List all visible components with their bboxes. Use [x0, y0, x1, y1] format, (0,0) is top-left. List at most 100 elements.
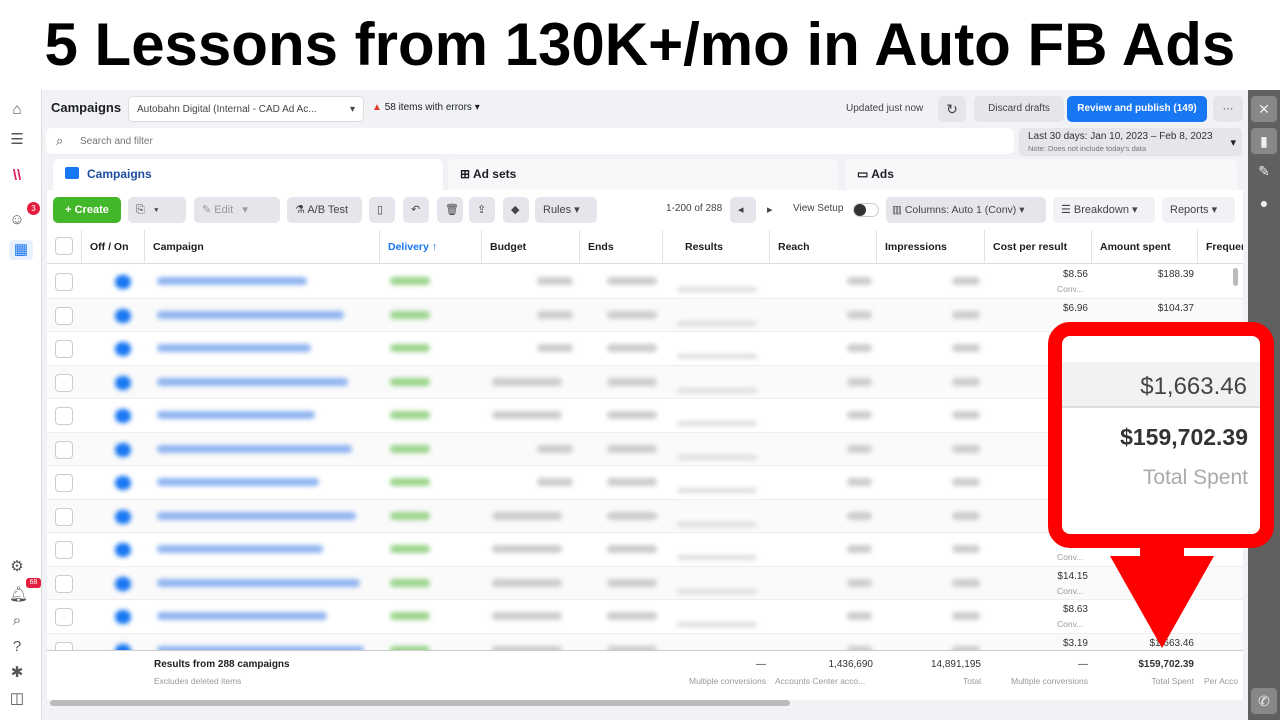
column-header[interactable]: Frequer: [1198, 230, 1243, 264]
export-icon[interactable]: ⇪: [469, 197, 495, 223]
on-off-toggle[interactable]: [115, 308, 131, 323]
ab-test-button[interactable]: ⚗ A/B Test: [287, 197, 362, 223]
more-options-button[interactable]: ···: [1213, 96, 1243, 122]
settings-icon[interactable]: ⚙: [10, 558, 24, 575]
row-checkbox[interactable]: [55, 541, 73, 559]
campaign-name[interactable]: [157, 411, 315, 419]
table-row[interactable]: $14.15 Conv...: [47, 566, 1243, 600]
chart-icon[interactable]: ▮: [1251, 128, 1277, 154]
bell-icon[interactable]: 🔔︎: [9, 586, 29, 603]
campaign-name[interactable]: [157, 310, 344, 319]
on-off-toggle[interactable]: [115, 275, 131, 289]
row-checkbox[interactable]: [55, 407, 73, 425]
row-checkbox[interactable]: [55, 306, 73, 325]
table-row[interactable]: $8.63 Conv...: [47, 600, 1243, 634]
tab-ad-sets[interactable]: ⊞ Ad sets: [448, 159, 838, 191]
row-checkbox[interactable]: [55, 440, 73, 459]
discard-drafts-button[interactable]: Discard drafts: [974, 96, 1064, 122]
errors-dropdown[interactable]: ▲ 58 items with errors ▾: [372, 102, 480, 113]
date-range-picker[interactable]: Last 30 days: Jan 10, 2023 – Feb 8, 2023…: [1019, 128, 1242, 156]
campaign-name[interactable]: [157, 344, 311, 352]
create-button[interactable]: + Create: [53, 197, 121, 223]
table-row[interactable]: Conv...: [47, 533, 1243, 567]
bug-icon[interactable]: ✱: [10, 664, 24, 681]
table-row[interactable]: [47, 499, 1243, 533]
column-header[interactable]: Delivery ↑: [380, 230, 482, 264]
account-icon[interactable]: ☺: [9, 211, 25, 228]
reports-button[interactable]: Reports ▾: [1162, 197, 1235, 223]
row-checkbox[interactable]: [55, 273, 73, 291]
column-header[interactable]: Cost per result: [985, 230, 1092, 264]
table-row[interactable]: [47, 365, 1243, 399]
on-off-toggle[interactable]: [115, 610, 131, 624]
table-row[interactable]: $6.96 $104.37: [47, 298, 1243, 332]
campaign-name[interactable]: [157, 444, 352, 453]
refresh-button[interactable]: ↻: [938, 96, 966, 122]
campaign-name[interactable]: [157, 511, 356, 520]
campaign-name[interactable]: [157, 645, 364, 654]
help-icon[interactable]: ?: [12, 638, 22, 655]
column-header[interactable]: Amount spent: [1092, 230, 1198, 264]
row-checkbox[interactable]: [55, 507, 73, 526]
search-bar[interactable]: ⌕: [46, 128, 1014, 154]
row-checkbox[interactable]: [55, 474, 73, 492]
ads-manager-table-icon[interactable]: ▦: [9, 240, 33, 260]
prev-page-button[interactable]: ◂: [730, 197, 756, 223]
on-off-toggle[interactable]: [115, 409, 131, 423]
on-off-toggle[interactable]: [115, 576, 131, 591]
column-header[interactable]: Impressions: [877, 230, 985, 264]
menu-icon[interactable]: ☰: [10, 131, 24, 148]
brand-logo-icon[interactable]: \\: [12, 167, 22, 184]
tab-campaigns[interactable]: Campaigns: [53, 159, 443, 191]
campaign-name[interactable]: [157, 478, 319, 486]
next-page-button[interactable]: ▸: [759, 197, 785, 223]
row-checkbox[interactable]: [55, 574, 73, 593]
on-off-toggle[interactable]: [115, 342, 131, 356]
table-row[interactable]: $8.56 Conv... $188.39: [47, 265, 1243, 299]
tab-ads[interactable]: ▭ Ads: [845, 159, 1237, 191]
close-icon[interactable]: ✕: [1251, 96, 1277, 122]
on-off-toggle[interactable]: [115, 509, 131, 524]
column-header[interactable]: Ends: [580, 230, 663, 264]
campaign-name[interactable]: [157, 578, 360, 587]
panel-toggle-icon[interactable]: ◫: [9, 690, 25, 707]
vertical-scrollbar[interactable]: [1233, 268, 1238, 286]
column-header[interactable]: Budget: [482, 230, 580, 264]
clock-icon[interactable]: ●: [1259, 195, 1269, 211]
search-input[interactable]: [80, 132, 980, 150]
pencil-icon[interactable]: ✎: [1258, 163, 1270, 179]
duplicate-button[interactable]: ⎘ ▾: [128, 197, 186, 223]
row-checkbox[interactable]: [55, 373, 73, 392]
on-off-toggle[interactable]: [115, 476, 131, 490]
delete-icon[interactable]: 🗑︎: [437, 197, 463, 223]
on-off-toggle[interactable]: [115, 543, 131, 557]
review-publish-button[interactable]: Review and publish (149): [1067, 96, 1207, 122]
row-checkbox[interactable]: [55, 340, 73, 358]
column-header[interactable]: Off / On: [82, 230, 145, 264]
table-row[interactable]: [47, 466, 1243, 500]
campaign-name[interactable]: [157, 612, 327, 620]
column-header[interactable]: Campaign: [145, 230, 380, 264]
undo-icon[interactable]: ↶: [403, 197, 429, 223]
table-row[interactable]: [47, 332, 1243, 366]
clipboard-icon[interactable]: ▯: [369, 197, 395, 223]
table-row[interactable]: [47, 432, 1243, 466]
campaign-name[interactable]: [157, 277, 307, 285]
campaign-name[interactable]: [157, 545, 323, 553]
columns-button[interactable]: ▥ Columns: Auto 1 (Conv) ▾: [886, 197, 1046, 223]
on-off-toggle[interactable]: [115, 442, 131, 457]
column-header[interactable]: Results: [663, 230, 770, 264]
campaign-name[interactable]: [157, 377, 348, 386]
row-checkbox[interactable]: [55, 608, 73, 626]
phone-icon[interactable]: ✆: [1251, 688, 1277, 714]
column-header[interactable]: Reach: [770, 230, 877, 264]
home-icon[interactable]: ⌂: [12, 101, 22, 118]
account-selector[interactable]: Autobahn Digital (Internal - CAD Ad Ac..…: [128, 96, 364, 122]
rules-button[interactable]: Rules ▾: [535, 197, 597, 223]
horizontal-scrollbar[interactable]: [50, 700, 790, 706]
edit-button[interactable]: ✎ Edit ▾: [194, 197, 280, 223]
breakdown-button[interactable]: ☰ Breakdown ▾: [1053, 197, 1155, 223]
view-setup-toggle[interactable]: [853, 203, 879, 217]
on-off-toggle[interactable]: [115, 375, 131, 390]
tag-icon[interactable]: ◆: [503, 197, 529, 223]
